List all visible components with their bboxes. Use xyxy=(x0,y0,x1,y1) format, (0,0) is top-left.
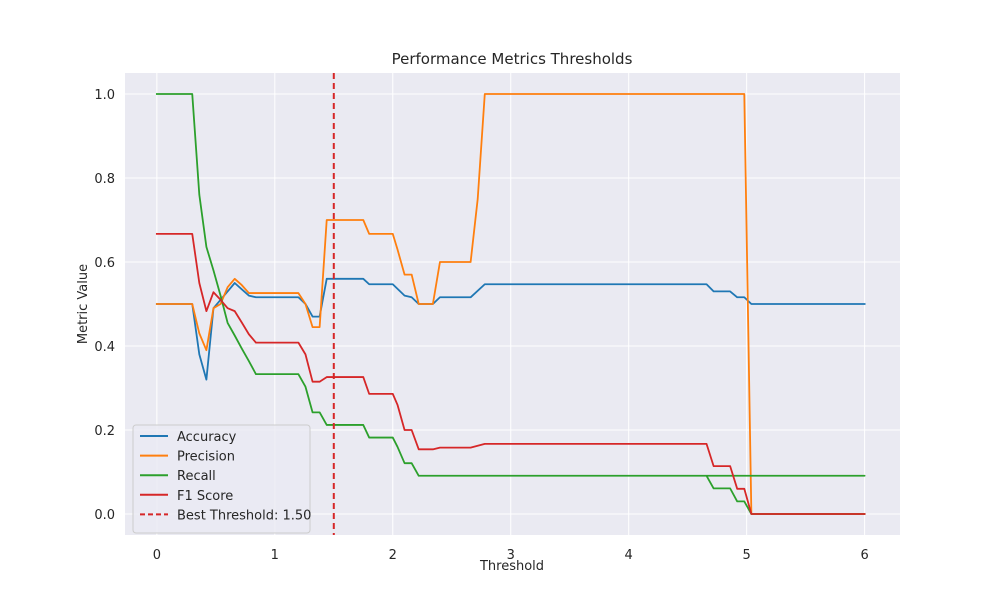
x-tick-label: 4 xyxy=(625,548,633,563)
series-line-f1-score xyxy=(155,232,866,515)
y-axis-title: Metric Value xyxy=(76,264,91,344)
legend-box xyxy=(132,424,311,534)
series-line-recall xyxy=(155,93,866,515)
tick-labels: 0 1 2 3 4 5 6 0.0 0.2 0.4 0.6 0.8 1.0 xyxy=(94,88,868,563)
y-tick-label: 0.0 xyxy=(94,508,115,523)
legend-label: Precision xyxy=(177,450,235,465)
legend-label: F1 Score xyxy=(177,489,233,504)
chart-title: Performance Metrics Thresholds xyxy=(392,50,633,68)
x-tick-label: 6 xyxy=(860,548,868,563)
legend-label: Recall xyxy=(177,469,216,484)
y-tick-label: 0.2 xyxy=(94,424,115,439)
x-tick-label: 1 xyxy=(271,548,279,563)
y-tick-label: 0.6 xyxy=(94,256,115,271)
y-tick-label: 0.4 xyxy=(94,340,115,355)
x-tick-label: 5 xyxy=(743,548,751,563)
x-tick-label: 3 xyxy=(507,548,515,563)
legend: Accuracy Precision Recall F1 Score Best Thre… xyxy=(132,424,311,534)
legend-label: Best Threshold: 1.50 xyxy=(177,508,311,523)
x-axis-title: Threshold xyxy=(479,559,544,574)
x-tick-label: 0 xyxy=(153,548,161,563)
y-tick-label: 1.0 xyxy=(94,88,115,103)
y-tick-label: 0.8 xyxy=(94,172,115,187)
series-line-precision xyxy=(155,93,866,515)
legend-label: Accuracy xyxy=(177,430,237,445)
x-tick-label: 2 xyxy=(389,548,397,563)
